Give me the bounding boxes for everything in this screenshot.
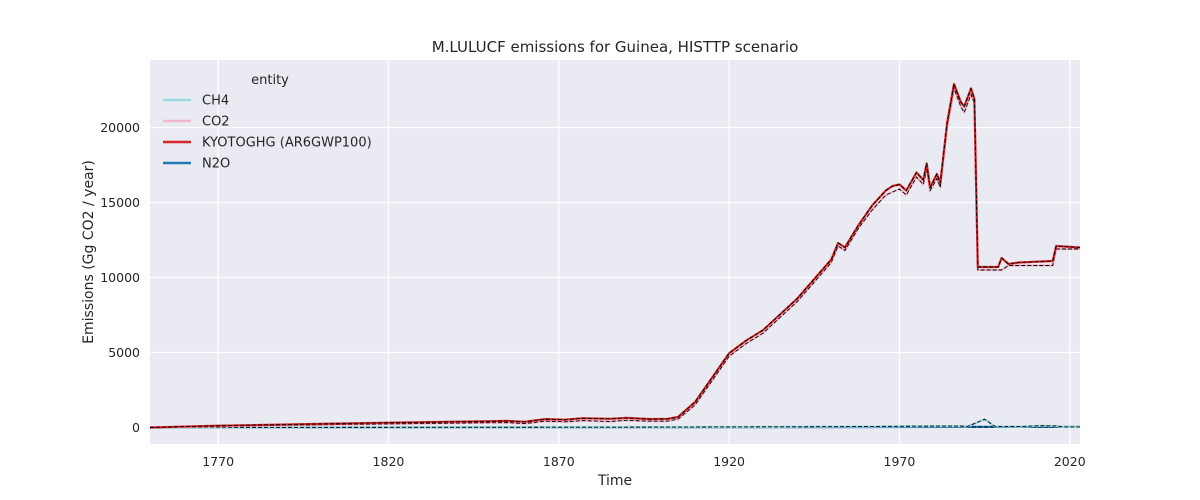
legend-label: N2O — [202, 157, 230, 172]
plot-area — [150, 60, 1080, 444]
legend-label: KYOTOGHG (AR6GWP100) — [202, 136, 372, 151]
legend-label: CH4 — [202, 94, 229, 109]
y-tick-label: 0 — [132, 420, 140, 435]
legend: entity CH4 CO2 KYOTOGHG (AR6GWP100) N2O — [163, 73, 372, 172]
legend-label: CO2 — [202, 115, 230, 130]
y-tick-label: 20000 — [100, 120, 140, 135]
series-dashed-overlay — [149, 86, 1080, 428]
x-tick-label: 2020 — [1054, 454, 1086, 469]
x-tick-label: 1970 — [884, 454, 916, 469]
y-tick-label: 10000 — [100, 270, 140, 285]
y-tick-labels: 0 5000 10000 15000 20000 — [100, 120, 140, 435]
series-lines — [149, 82, 1081, 429]
series-dashed-overlay — [149, 82, 1081, 428]
legend-title: entity — [251, 73, 289, 88]
y-tick-label: 5000 — [108, 345, 140, 360]
y-axis-label: Emissions (Gg CO2 / year) — [81, 160, 97, 344]
y-tick-label: 15000 — [100, 195, 140, 210]
x-tick-label: 1920 — [713, 454, 745, 469]
x-tick-label: 1870 — [543, 454, 575, 469]
chart-title: M.LULUCF emissions for Guinea, HISTTP sc… — [432, 38, 799, 56]
series-dashed-overlay — [149, 418, 1080, 428]
x-tick-label: 1820 — [373, 454, 405, 469]
x-tick-label: 1770 — [202, 454, 234, 469]
x-tick-labels: 1770 1820 1870 1920 1970 2020 — [202, 454, 1086, 469]
x-axis-label: Time — [597, 473, 632, 489]
